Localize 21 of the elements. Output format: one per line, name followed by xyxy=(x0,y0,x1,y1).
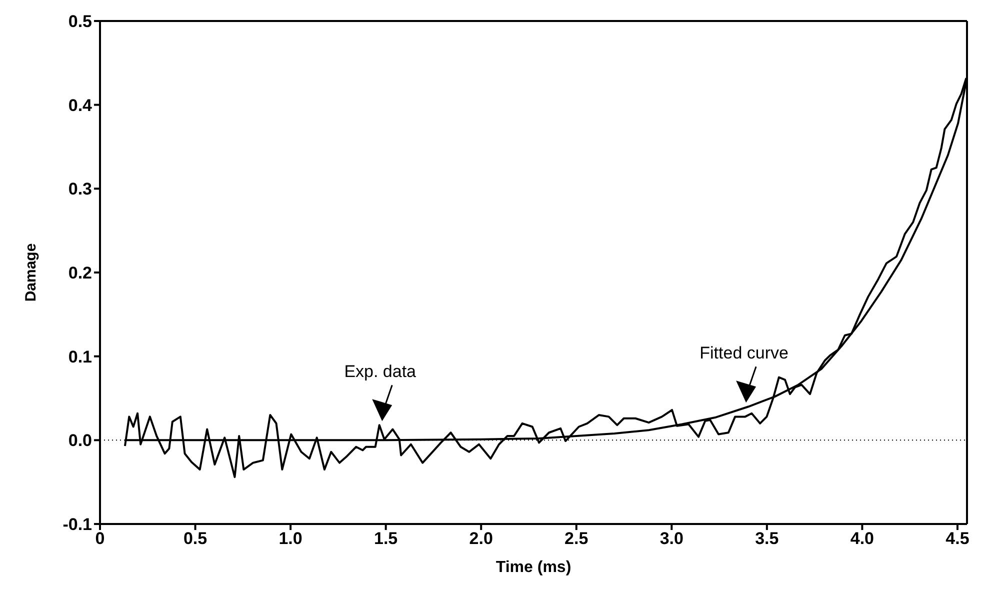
x-tick-label: 2.5 xyxy=(564,529,588,548)
x-tick-label: 1.5 xyxy=(374,529,398,548)
y-tick-label: 0.2 xyxy=(68,264,92,283)
x-tick-label: 4.0 xyxy=(850,529,874,548)
x-tick-label: 3.5 xyxy=(755,529,779,548)
x-tick-label: 3.0 xyxy=(660,529,684,548)
x-tick-label: 0.5 xyxy=(183,529,208,548)
y-tick-label: -0.1 xyxy=(62,515,92,534)
annotation: Exp. data xyxy=(344,362,417,382)
y-tick-label: 0.4 xyxy=(68,96,93,115)
y-tick-label: 0.0 xyxy=(68,431,92,450)
x-axis-title: Time (ms) xyxy=(496,559,572,576)
y-tick-label: 0.3 xyxy=(68,180,92,199)
x-tick-label: 2.0 xyxy=(469,529,493,548)
y-tick-label: 0.5 xyxy=(68,12,92,32)
x-tick-label: 0 xyxy=(95,529,105,548)
y-axis-title: Damage xyxy=(22,243,40,302)
y-tick-label: 0.1 xyxy=(68,347,92,366)
annotation: Fitted curve xyxy=(700,344,788,363)
x-tick-label: 4.5 xyxy=(946,529,970,548)
x-tick-label: 1.0 xyxy=(278,529,302,548)
